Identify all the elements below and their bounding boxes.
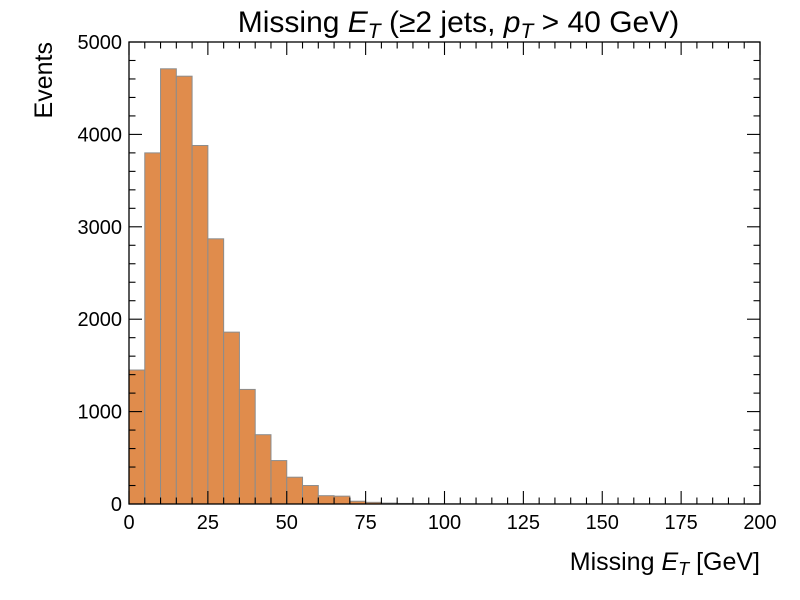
bars-layer bbox=[128, 68, 540, 505]
chart-title-middle: (≥2 jets, bbox=[381, 6, 504, 39]
histogram-bar bbox=[302, 485, 319, 505]
histogram-bar bbox=[317, 495, 335, 505]
x-axis-label: Missing ET [GeV] bbox=[570, 548, 760, 579]
histogram-bar bbox=[144, 152, 162, 505]
chart-title-sub: T bbox=[368, 20, 383, 43]
y-tick-label: 1000 bbox=[78, 402, 123, 424]
histogram-bar bbox=[207, 238, 225, 505]
histogram-bar bbox=[238, 388, 256, 505]
x-axis-label-sub: T bbox=[678, 559, 691, 579]
x-tick-label: 200 bbox=[743, 512, 776, 534]
y-tick-label: 5000 bbox=[78, 32, 123, 54]
y-axis-label: Events bbox=[30, 42, 58, 118]
x-tick-label: 0 bbox=[123, 512, 134, 534]
histogram-bar bbox=[270, 460, 288, 505]
x-tick-label: 50 bbox=[276, 512, 298, 534]
histogram-bar bbox=[286, 476, 304, 505]
chart-title-suffix: > 40 GeV) bbox=[533, 6, 679, 39]
y-tick-label: 2000 bbox=[78, 309, 123, 331]
histogram-bar bbox=[160, 68, 177, 505]
x-axis-label-suffix: [GeV] bbox=[689, 548, 760, 576]
chart-title-sub2: T bbox=[520, 20, 535, 43]
histogram-bar bbox=[175, 75, 193, 505]
histogram-bar bbox=[223, 331, 240, 505]
chart-title-prefix: Missing bbox=[238, 6, 348, 39]
histogram-bar bbox=[254, 434, 272, 505]
x-tick-label: 25 bbox=[197, 512, 219, 534]
x-tick-label: 75 bbox=[355, 512, 377, 534]
x-axis-label-var: E bbox=[661, 548, 678, 576]
x-axis-label-prefix: Missing bbox=[570, 548, 662, 576]
plot-frame bbox=[128, 41, 761, 505]
x-tick-label: 100 bbox=[428, 512, 461, 534]
x-tick-label: 175 bbox=[664, 512, 697, 534]
x-tick-label: 125 bbox=[507, 512, 540, 534]
histogram-bar bbox=[128, 369, 146, 505]
chart-title-var: E bbox=[348, 6, 369, 39]
x-tick-label: 150 bbox=[586, 512, 619, 534]
y-tick-label: 3000 bbox=[78, 217, 123, 239]
chart-title: Missing ET (≥2 jets, pT > 40 GeV) bbox=[238, 6, 679, 43]
labels-layer: 0 25 50 75 100 125 150 175 200010002000300040005… bbox=[78, 32, 777, 534]
y-tick-label: 0 bbox=[111, 494, 122, 516]
histogram-bar bbox=[333, 495, 351, 505]
y-tick-label: 4000 bbox=[78, 124, 123, 146]
chart-title-var2: p bbox=[503, 6, 521, 39]
histogram-bar bbox=[191, 144, 209, 505]
